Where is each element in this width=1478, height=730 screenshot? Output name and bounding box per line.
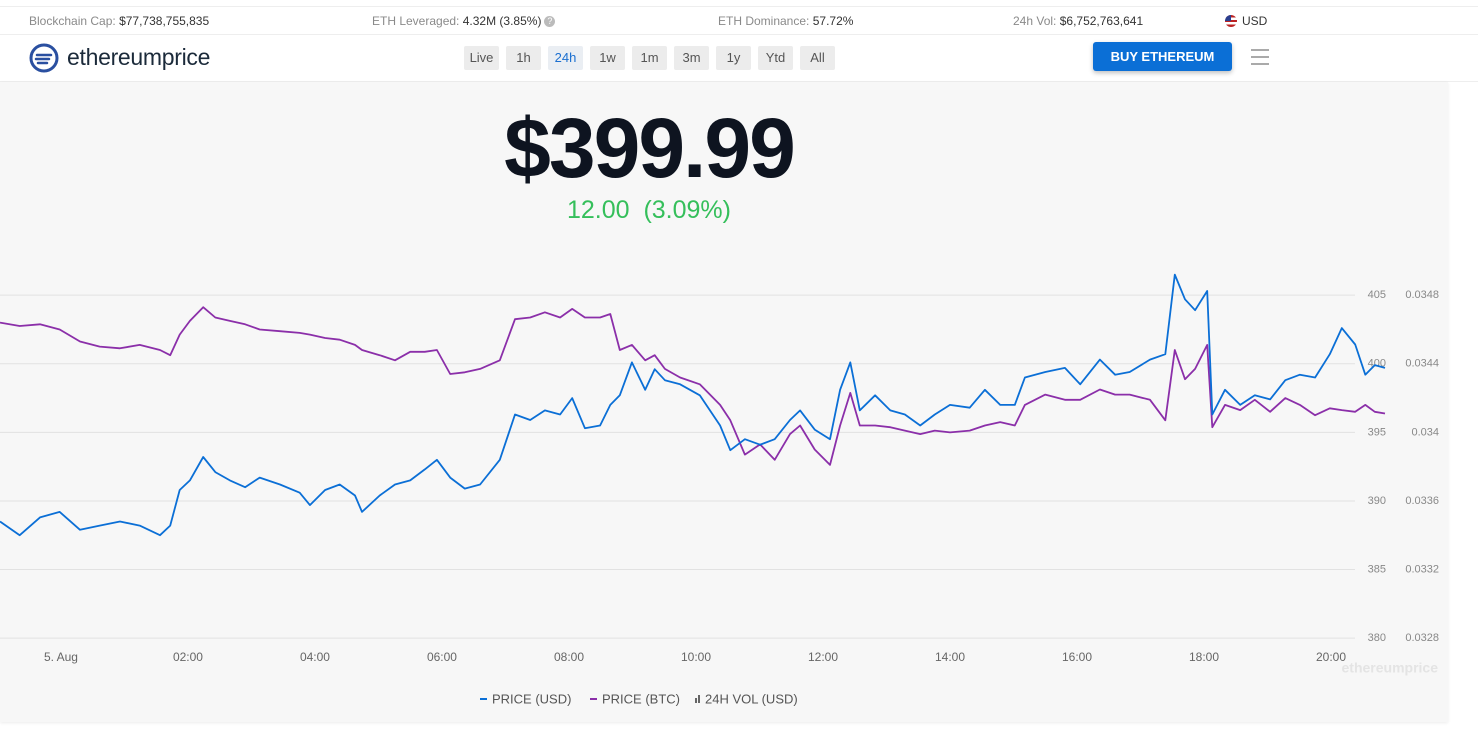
range-button[interactable]: 1h: [506, 46, 541, 70]
stat-value: 4.32M (3.85%): [462, 14, 542, 28]
stat: ETH Leveraged: 4.32M (3.85%)?: [372, 14, 556, 28]
legend-item[interactable]: 24H VOL (USD): [705, 691, 798, 706]
x-tick-label: 02:00: [173, 650, 203, 664]
brand[interactable]: ethereumprice: [67, 44, 211, 70]
y2-tick-label: 0.0332: [1405, 563, 1439, 575]
x-tick-label: 04:00: [300, 650, 330, 664]
stat-value: $6,752,763,641: [1059, 14, 1144, 28]
x-tick-label: 18:00: [1189, 650, 1219, 664]
price: $399.99: [504, 101, 796, 195]
y2-tick-label: 0.0328: [1405, 632, 1439, 644]
logo[interactable]: [29, 43, 59, 73]
x-tick-label: 14:00: [935, 650, 965, 664]
currency: USD: [1242, 14, 1268, 28]
chart-panel: [0, 82, 1448, 722]
watermark: ethereumprice: [1342, 660, 1439, 676]
stat-label: ETH Dominance:: [718, 14, 810, 28]
price-line: [0, 273, 1386, 537]
x-tick-label: 16:00: [1062, 650, 1092, 664]
range-button[interactable]: All: [800, 46, 835, 70]
change-percent: (3.09%): [643, 196, 731, 224]
stat-label: ETH Leveraged:: [372, 14, 460, 28]
flag-icon: [1225, 15, 1237, 27]
x-tick-label: 08:00: [554, 650, 584, 664]
y-tick-label: 385: [1368, 563, 1386, 575]
y2-tick-label: 0.0348: [1405, 289, 1439, 301]
buy-button[interactable]: BUY ETHEREUM: [1093, 42, 1232, 71]
x-tick-label: 10:00: [681, 650, 711, 664]
stat-label: 24h Vol:: [1013, 14, 1057, 28]
price-line: [0, 306, 1386, 466]
range-button[interactable]: Live: [464, 46, 499, 70]
range-button[interactable]: 3m: [674, 46, 709, 70]
x-tick-label: 12:00: [808, 650, 838, 664]
stat-value: 57.72%: [812, 14, 854, 28]
stat: ETH Dominance: 57.72%: [718, 14, 853, 28]
range-button[interactable]: 24h: [548, 46, 583, 70]
y2-tick-label: 0.0336: [1405, 495, 1439, 507]
stat: 24h Vol: $6,752,763,641: [1013, 14, 1143, 28]
range-button[interactable]: Ytd: [758, 46, 793, 70]
legend-item[interactable]: PRICE (BTC): [602, 691, 680, 706]
y-tick-label: 405: [1368, 289, 1386, 301]
range-button[interactable]: 1m: [632, 46, 667, 70]
legend-swatch: [695, 698, 697, 703]
x-tick-label: 06:00: [427, 650, 457, 664]
help-icon[interactable]: ?: [544, 16, 556, 27]
y-tick-label: 380: [1368, 632, 1386, 644]
stat-label: Blockchain Cap:: [29, 14, 116, 28]
change-value: 12.00: [566, 196, 630, 224]
stat: Blockchain Cap: $77,738,755,835: [29, 14, 209, 28]
y2-tick-label: 0.0344: [1405, 358, 1439, 370]
x-tick-label: 5. Aug: [44, 650, 78, 664]
range-buttons: Live 1h 24h 1w 1m 3m 1y Ytd All: [464, 46, 835, 70]
x-tick-label: 20:00: [1316, 650, 1346, 664]
y2-tick-label: 0.034: [1411, 426, 1439, 438]
range-button[interactable]: 1w: [590, 46, 625, 70]
stats-bar: Blockchain Cap: $77,738,755,835 ETH Lever…: [0, 6, 1478, 35]
legend-item[interactable]: PRICE (USD): [492, 691, 571, 706]
stat-value: $77,738,755,835: [119, 14, 210, 28]
currency-select[interactable]: USD: [1225, 14, 1267, 28]
price-change: 12.00 (3.09%): [0, 196, 1298, 225]
menu-button[interactable]: [1251, 49, 1269, 70]
nav-bar: ethereumprice Live 1h 24h 1w 1m 3m 1y Ytd All BU…: [0, 34, 1478, 82]
y-tick-label: 395: [1368, 426, 1386, 438]
legend-swatch: [698, 695, 700, 703]
range-button[interactable]: 1y: [716, 46, 751, 70]
y-tick-label: 390: [1368, 495, 1386, 507]
